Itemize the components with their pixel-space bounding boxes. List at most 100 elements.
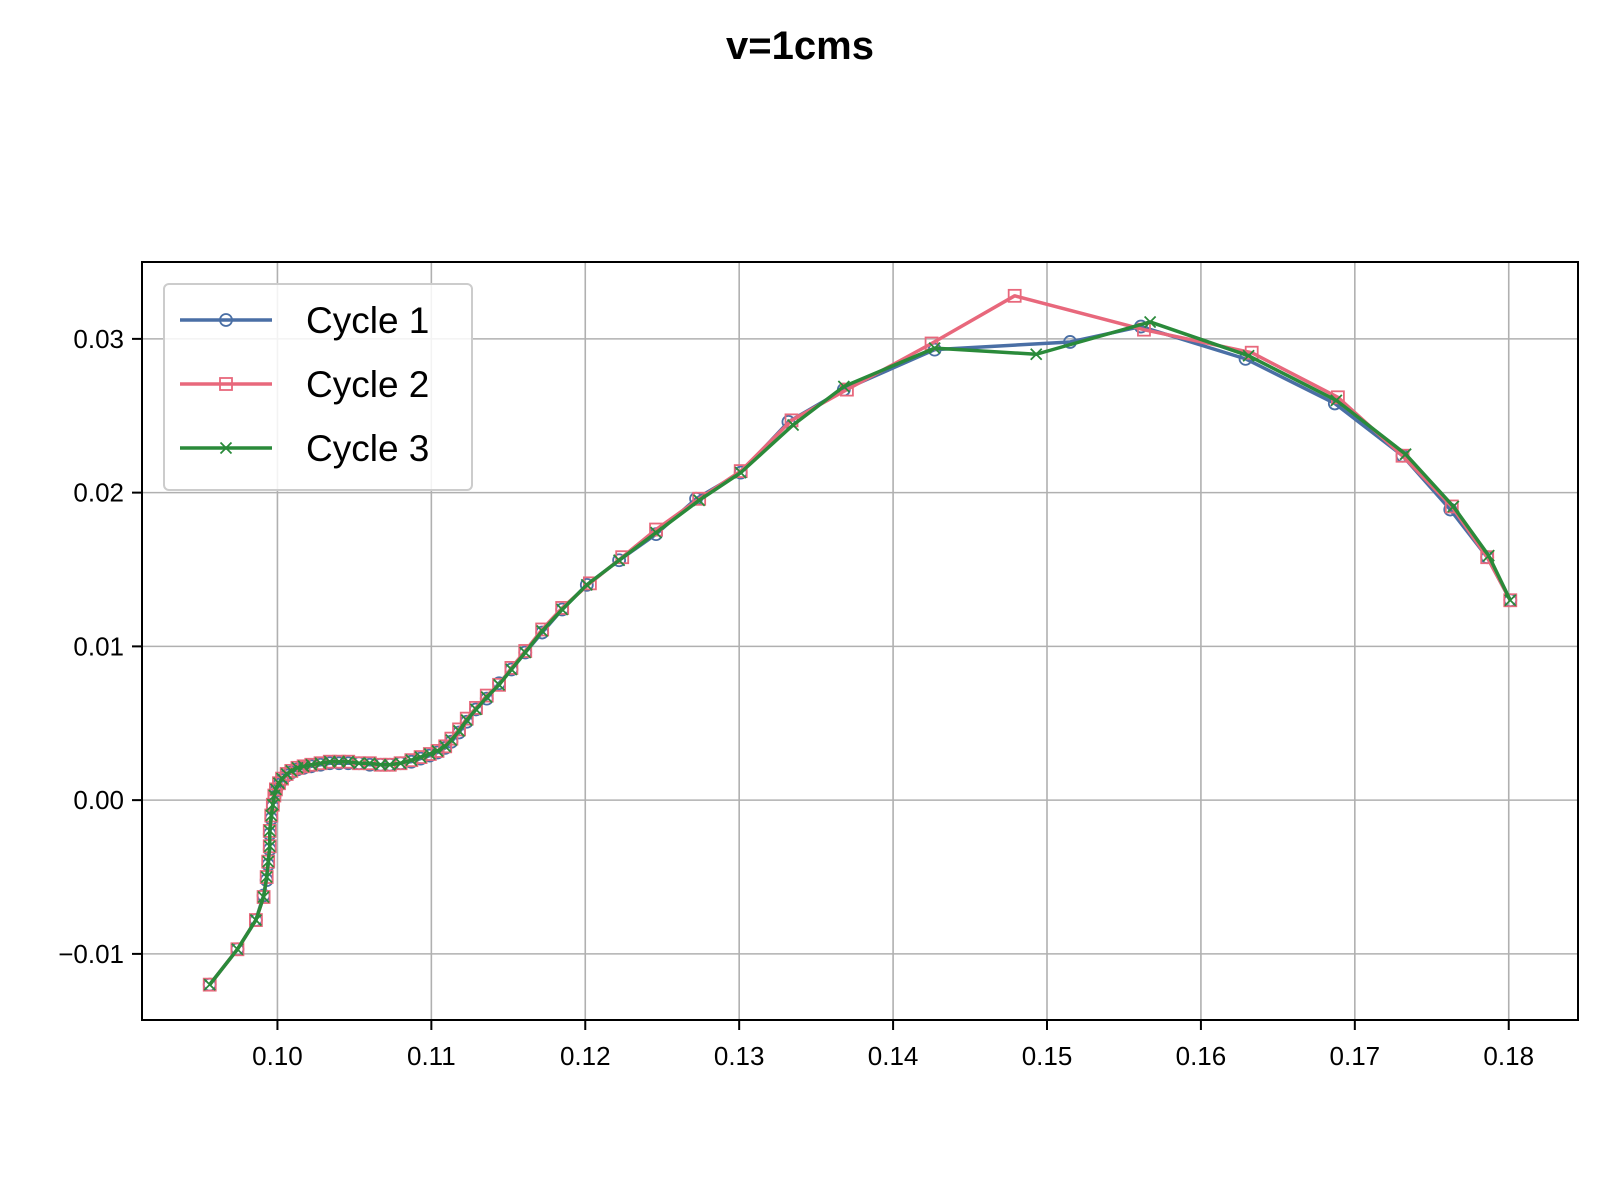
- data-point: [1143, 315, 1157, 329]
- data-point: [504, 661, 519, 675]
- x-tick-label: 0.15: [1022, 1041, 1073, 1071]
- data-point: [260, 870, 273, 884]
- data-point: [445, 734, 458, 747]
- data-point: [579, 577, 594, 592]
- data-point: [257, 890, 270, 904]
- data-point: [342, 755, 355, 768]
- data-point: [519, 646, 532, 659]
- data-point: [423, 747, 436, 761]
- legend-entry: Cycle 2: [180, 364, 429, 405]
- data-point: [505, 663, 518, 676]
- data-point: [352, 757, 366, 770]
- data-point: [363, 757, 376, 770]
- series-layer: [202, 288, 1518, 992]
- legend-label: Cycle 2: [306, 364, 429, 405]
- data-point: [518, 644, 533, 658]
- chart-title: v=1cms: [726, 24, 874, 68]
- data-point: [285, 764, 298, 778]
- data-point: [269, 783, 283, 796]
- data-point: [1482, 549, 1495, 562]
- data-point: [536, 624, 549, 638]
- data-point: [469, 703, 483, 716]
- y-tick-label: −0.01: [58, 939, 124, 969]
- data-point: [249, 913, 263, 927]
- data-point: [492, 677, 506, 692]
- x-tick-label: 0.14: [868, 1041, 919, 1071]
- data-point: [1399, 448, 1412, 461]
- data-point: [580, 578, 593, 592]
- data-point: [480, 690, 493, 704]
- data-point: [1503, 593, 1518, 608]
- data-point: [230, 942, 245, 957]
- data-point: [272, 776, 286, 791]
- data-point: [394, 757, 407, 770]
- data-point: [202, 977, 217, 992]
- y-axis: −0.01 0.00 0.01 0.02 0.03: [58, 324, 142, 969]
- x-tick-label: 0.11: [407, 1041, 456, 1071]
- legend-marker: [219, 313, 233, 327]
- x-tick-label: 0.10: [252, 1041, 303, 1071]
- grid-lines: [142, 262, 1578, 1020]
- data-point: [582, 576, 597, 591]
- data-point: [332, 755, 346, 768]
- y-tick-label: 0.03: [73, 324, 124, 354]
- legend-label: Cycle 3: [306, 428, 429, 469]
- x-tick-label: 0.13: [714, 1041, 765, 1071]
- legend-entry: Cycle 3: [180, 428, 429, 469]
- legend-box: [163, 283, 473, 491]
- data-point: [1330, 394, 1343, 407]
- data-point: [1007, 288, 1022, 303]
- data-point: [262, 855, 275, 868]
- data-point: [452, 724, 466, 738]
- y-tick-label: 0.02: [73, 478, 124, 508]
- y-tick-label: 0.00: [73, 785, 124, 815]
- data-point: [383, 758, 396, 771]
- data-point: [612, 553, 627, 568]
- data-point: [928, 341, 941, 355]
- data-point: [734, 466, 747, 479]
- data-point: [1030, 348, 1043, 361]
- data-point: [649, 526, 663, 539]
- legend-marker: [219, 377, 233, 391]
- legend-label: Cycle 1: [306, 300, 429, 341]
- data-point: [248, 913, 263, 927]
- data-point: [692, 491, 707, 506]
- plot-area-frame: [141, 261, 1579, 1021]
- data-point: [414, 750, 427, 764]
- data-point: [693, 494, 706, 507]
- data-point: [263, 824, 276, 838]
- data-point: [460, 714, 473, 727]
- data-point: [612, 554, 626, 567]
- data-point: [555, 601, 570, 615]
- data-point: [263, 840, 276, 853]
- data-point: [535, 622, 550, 637]
- x-axis: 0.10 0.11 0.12 0.13 0.14 0.15 0.16 0.17 0.18: [252, 1020, 1534, 1071]
- x-tick-label: 0.16: [1176, 1041, 1227, 1071]
- x-tick-label: 0.18: [1483, 1041, 1534, 1071]
- data-point: [1447, 500, 1460, 513]
- data-point: [265, 809, 278, 822]
- data-point: [786, 418, 800, 432]
- data-point: [459, 711, 474, 726]
- data-point: [556, 603, 569, 616]
- data-point: [1242, 349, 1255, 362]
- data-point: [275, 771, 289, 786]
- data-point: [479, 688, 494, 703]
- legend-marker: [219, 441, 233, 455]
- legend: Cycle 1 Cycle 2 Cycle 3: [163, 283, 473, 491]
- data-point: [733, 464, 748, 479]
- series-3: [203, 315, 1517, 991]
- data-point: [231, 943, 244, 956]
- legend-entry: Cycle 1: [180, 300, 429, 341]
- x-tick-label: 0.12: [560, 1041, 611, 1071]
- data-point: [405, 754, 418, 767]
- data-point: [323, 755, 336, 768]
- data-point: [469, 700, 483, 715]
- x-tick-label: 0.17: [1330, 1041, 1381, 1071]
- data-point: [203, 978, 216, 991]
- data-point: [431, 744, 444, 758]
- data-point: [444, 731, 459, 746]
- data-point: [430, 744, 445, 758]
- data-point: [837, 380, 850, 393]
